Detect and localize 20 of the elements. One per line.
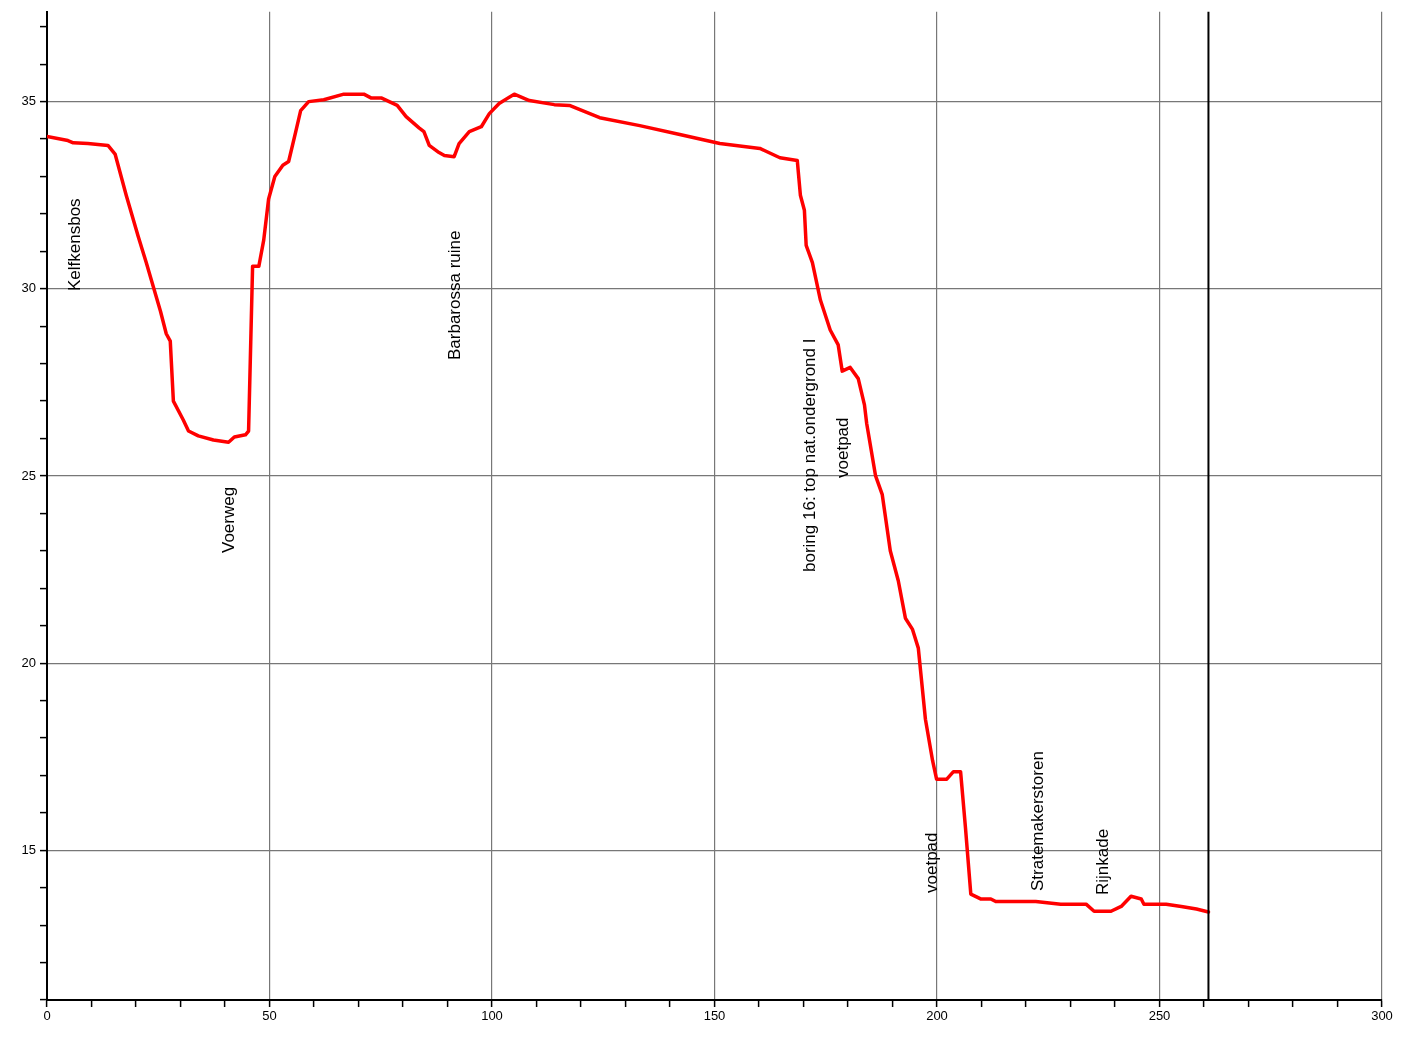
annotation: Voerweg <box>218 486 238 553</box>
y-tick-label: 15 <box>21 841 36 857</box>
annotation: voetpad <box>832 417 852 478</box>
annotation: Rijnkade <box>1092 828 1112 895</box>
y-tick-label: 20 <box>21 654 36 670</box>
annotation: boring 16: top nat.ondergrond I <box>799 338 819 572</box>
y-tick-label: 30 <box>21 280 36 296</box>
x-tick-label: 200 <box>926 1008 948 1024</box>
annotation: Stratemakerstoren <box>1027 751 1047 891</box>
x-tick-label: 300 <box>1371 1008 1393 1024</box>
x-tick-label: 100 <box>481 1008 503 1024</box>
y-tick-label: 35 <box>21 93 36 109</box>
x-tick-label: 50 <box>262 1008 277 1024</box>
annotation: voetpad <box>921 832 941 893</box>
x-tick-label: 250 <box>1148 1008 1171 1024</box>
x-tick-label: 0 <box>43 1008 51 1024</box>
y-tick-label: 25 <box>21 467 36 483</box>
annotation: Kelfkensbos <box>64 198 84 291</box>
annotation: Barbarossa ruine <box>444 230 464 360</box>
x-tick-label: 150 <box>703 1008 726 1024</box>
